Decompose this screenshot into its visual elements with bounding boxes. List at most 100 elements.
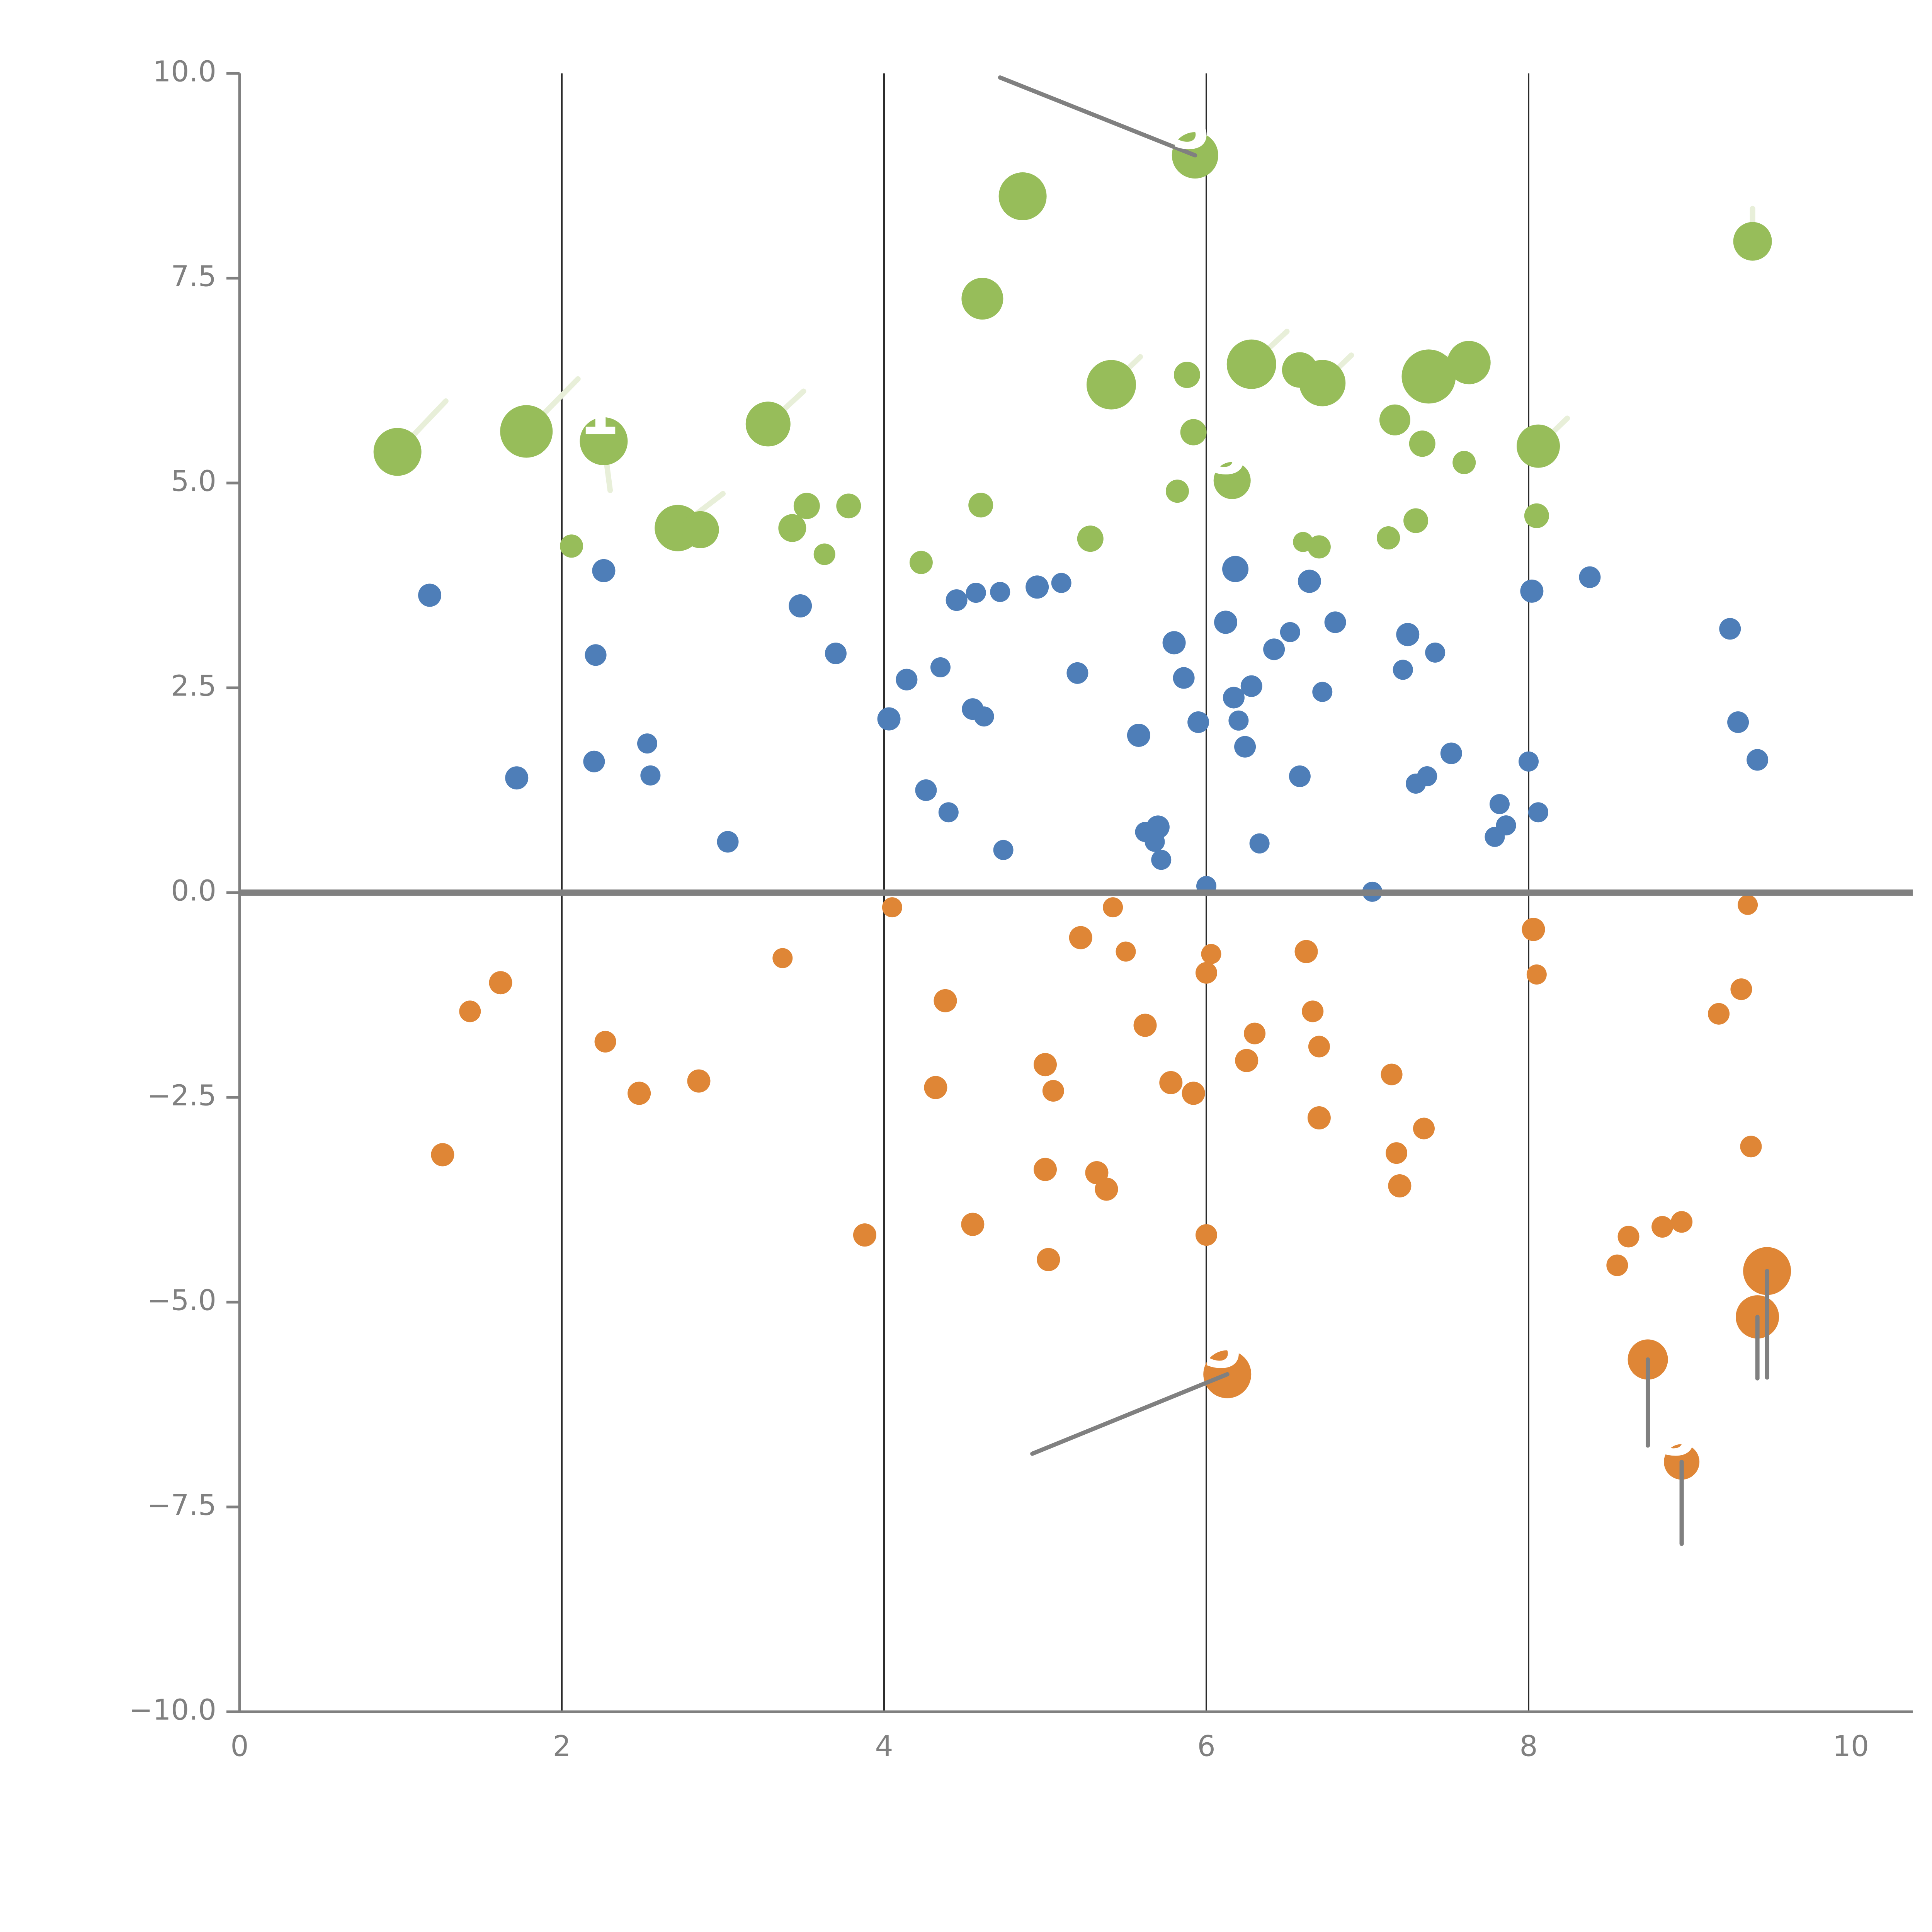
data-point-blue-60[interactable]: [1719, 618, 1741, 640]
data-point-blue-14[interactable]: [938, 802, 959, 823]
data-point-green-5[interactable]: [682, 511, 719, 548]
data-point-blue-6[interactable]: [640, 765, 661, 786]
data-point-blue-7[interactable]: [717, 831, 739, 853]
data-point-blue-2[interactable]: [583, 750, 605, 772]
data-point-orange-6[interactable]: [772, 948, 793, 968]
series-blue-points[interactable]: [418, 556, 1769, 902]
data-point-orange-19[interactable]: [1103, 897, 1123, 918]
data-point-orange-26[interactable]: [1196, 1224, 1217, 1246]
data-point-blue-31[interactable]: [1187, 711, 1209, 733]
data-point-blue-59[interactable]: [1579, 566, 1601, 588]
data-point-orange-22[interactable]: [1159, 1071, 1183, 1094]
data-point-blue-1[interactable]: [505, 766, 529, 790]
data-point-orange-1[interactable]: [459, 1000, 481, 1022]
data-point-blue-19[interactable]: [990, 582, 1010, 602]
data-point-blue-24[interactable]: [1127, 723, 1150, 747]
data-point-green-15[interactable]: [1077, 526, 1104, 552]
data-point-blue-29[interactable]: [1162, 631, 1186, 655]
data-point-blue-23[interactable]: [1066, 662, 1088, 684]
data-point-blue-40[interactable]: [1263, 638, 1285, 660]
data-point-blue-11[interactable]: [896, 668, 918, 690]
data-point-blue-22[interactable]: [1051, 573, 1071, 593]
data-point-orange-40[interactable]: [1606, 1254, 1628, 1276]
data-point-green-3[interactable]: [560, 534, 583, 558]
data-point-blue-61[interactable]: [1727, 711, 1749, 733]
data-point-green-34[interactable]: [1517, 424, 1560, 468]
data-point-blue-33[interactable]: [1222, 556, 1249, 582]
data-point-blue-43[interactable]: [1298, 570, 1321, 593]
data-point-orange-8[interactable]: [882, 897, 902, 918]
data-point-blue-3[interactable]: [592, 559, 616, 582]
data-point-orange-16[interactable]: [1069, 926, 1092, 949]
data-point-blue-44[interactable]: [1312, 682, 1333, 702]
data-point-orange-43[interactable]: [1651, 1216, 1673, 1238]
data-point-blue-16[interactable]: [966, 583, 986, 603]
data-point-orange-33[interactable]: [1307, 1106, 1331, 1129]
data-point-orange-45[interactable]: [1671, 1211, 1693, 1233]
data-point-blue-8[interactable]: [789, 594, 812, 617]
data-point-orange-48[interactable]: [1738, 895, 1758, 915]
data-point-orange-29[interactable]: [1244, 1022, 1266, 1044]
data-point-orange-23[interactable]: [1182, 1082, 1205, 1105]
data-point-blue-41[interactable]: [1280, 622, 1300, 642]
data-point-orange-14[interactable]: [1034, 1158, 1057, 1181]
data-point-blue-21[interactable]: [1026, 575, 1049, 599]
data-point-blue-47[interactable]: [1393, 660, 1413, 680]
data-point-green-20[interactable]: [1165, 480, 1189, 503]
data-point-blue-57[interactable]: [1520, 579, 1544, 603]
data-point-blue-30[interactable]: [1173, 667, 1195, 689]
data-point-green-0[interactable]: [373, 428, 422, 476]
data-point-green-1[interactable]: [500, 405, 553, 458]
data-point-blue-36[interactable]: [1228, 710, 1249, 731]
data-point-green-7[interactable]: [793, 493, 820, 519]
data-point-blue-34[interactable]: [1214, 611, 1238, 634]
data-point-orange-13[interactable]: [1042, 1080, 1064, 1102]
data-point-orange-0[interactable]: [431, 1143, 454, 1167]
data-point-orange-20[interactable]: [1116, 941, 1136, 962]
data-point-blue-45[interactable]: [1324, 611, 1346, 633]
data-point-green-9[interactable]: [813, 543, 835, 565]
data-point-blue-48[interactable]: [1396, 623, 1420, 646]
data-point-orange-35[interactable]: [1386, 1142, 1408, 1164]
data-point-orange-25[interactable]: [1201, 944, 1221, 964]
data-point-green-13[interactable]: [968, 493, 993, 518]
data-point-green-22[interactable]: [1226, 339, 1276, 389]
data-point-orange-3[interactable]: [594, 1031, 616, 1053]
data-point-green-18[interactable]: [1173, 362, 1200, 388]
data-point-blue-55[interactable]: [1485, 827, 1505, 847]
data-point-blue-35[interactable]: [1223, 687, 1245, 709]
data-point-blue-20[interactable]: [993, 840, 1014, 860]
data-point-green-35[interactable]: [1524, 503, 1549, 528]
data-point-orange-38[interactable]: [1522, 918, 1545, 941]
data-point-blue-56[interactable]: [1519, 751, 1539, 772]
data-point-blue-58[interactable]: [1528, 802, 1549, 823]
data-point-orange-9[interactable]: [934, 989, 957, 1012]
data-point-orange-18[interactable]: [1095, 1177, 1118, 1201]
data-point-green-12[interactable]: [961, 278, 1003, 320]
data-point-green-33[interactable]: [1452, 451, 1476, 474]
data-point-blue-0[interactable]: [418, 583, 442, 607]
data-point-blue-52[interactable]: [1440, 742, 1462, 764]
data-point-orange-47[interactable]: [1730, 978, 1752, 1000]
data-point-blue-12[interactable]: [915, 779, 937, 801]
data-point-green-28[interactable]: [1379, 404, 1410, 435]
data-point-green-6[interactable]: [745, 401, 791, 447]
data-point-orange-37[interactable]: [1413, 1117, 1435, 1139]
data-point-blue-5[interactable]: [637, 733, 658, 754]
data-point-orange-7[interactable]: [853, 1223, 876, 1247]
data-point-green-21[interactable]: [1213, 462, 1251, 499]
data-point-orange-4[interactable]: [628, 1082, 651, 1105]
data-point-orange-39[interactable]: [1526, 964, 1547, 985]
data-point-blue-18[interactable]: [974, 706, 994, 727]
data-point-green-8[interactable]: [778, 514, 806, 542]
data-point-green-16[interactable]: [1086, 360, 1136, 410]
data-point-orange-5[interactable]: [687, 1069, 711, 1093]
data-point-green-11[interactable]: [909, 551, 933, 574]
data-point-blue-27[interactable]: [1151, 850, 1172, 870]
series-green-points[interactable]: [373, 132, 1772, 574]
data-point-orange-32[interactable]: [1308, 1036, 1330, 1058]
data-point-blue-13[interactable]: [930, 657, 951, 677]
data-point-blue-42[interactable]: [1289, 765, 1311, 787]
data-point-green-27[interactable]: [1377, 526, 1400, 550]
data-point-blue-28[interactable]: [1135, 822, 1155, 842]
